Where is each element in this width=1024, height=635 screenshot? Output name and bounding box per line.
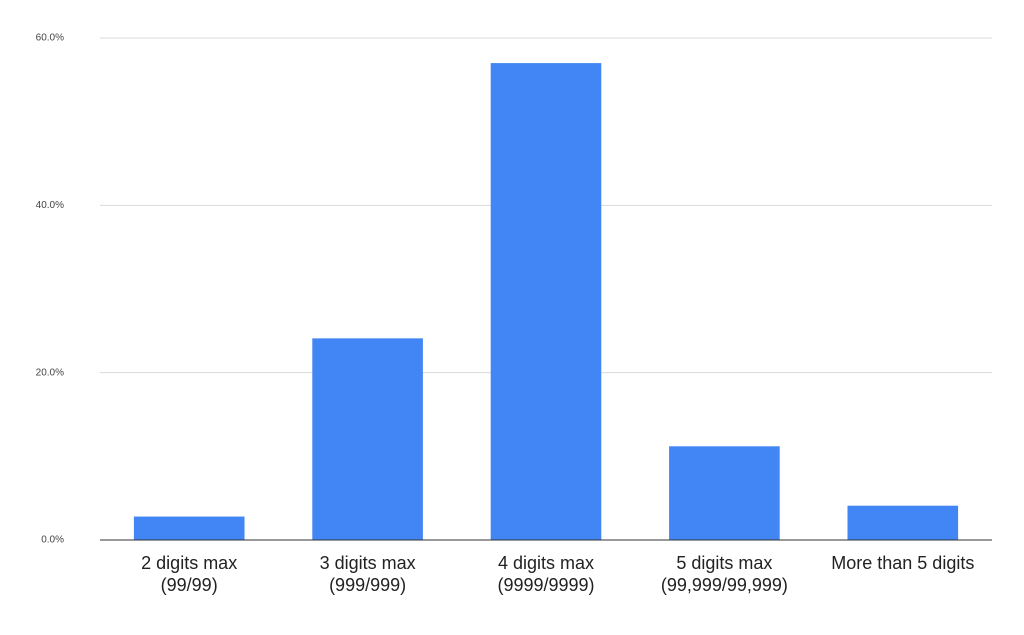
y-tick-label: 0.0% — [41, 535, 64, 546]
bar — [669, 446, 780, 540]
x-tick-label: 4 digits max (9999/9999) — [497, 553, 595, 595]
x-tick-label: 3 digits max (999/999) — [319, 553, 416, 595]
bar — [312, 338, 423, 540]
y-tick-label: 60.0% — [36, 33, 64, 44]
y-tick-label: 40.0% — [36, 200, 64, 211]
x-tick-label: 5 digits max (99,999/99,999) — [660, 553, 788, 595]
bar — [847, 505, 959, 540]
x-tick-label: 2 digits max (99/99) — [141, 553, 238, 595]
bar — [490, 63, 602, 540]
y-tick-label: 20.0% — [36, 367, 64, 378]
bar — [133, 516, 245, 540]
x-tick-label: More than 5 digits — [831, 553, 975, 573]
